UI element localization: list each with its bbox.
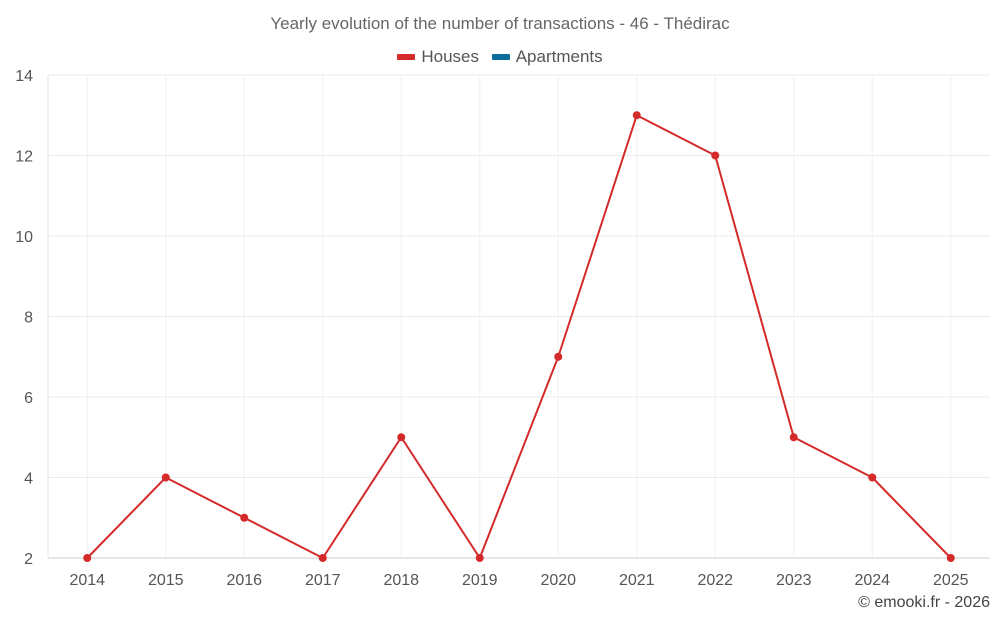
data-point-houses <box>554 352 563 361</box>
data-point-houses <box>789 433 798 442</box>
legend-swatch-apartments <box>491 54 510 60</box>
data-point-houses <box>632 111 641 120</box>
y-tick-label: 12 <box>15 149 33 166</box>
x-tick-label: 2017 <box>305 572 341 589</box>
data-point-houses <box>475 554 484 562</box>
x-tick-label: 2018 <box>383 572 419 589</box>
x-tick-label: 2014 <box>69 572 105 589</box>
legend-swatch-houses <box>397 54 416 60</box>
x-tick-label: 2024 <box>854 572 890 589</box>
y-tick-label: 10 <box>15 229 33 246</box>
y-tick-label: 4 <box>24 471 33 488</box>
data-point-houses <box>83 554 92 562</box>
legend-label-apartments: Apartments <box>515 47 603 66</box>
data-point-houses <box>711 151 720 160</box>
legend-item-houses[interactable]: Houses <box>397 47 479 67</box>
y-tick-label: 8 <box>24 310 33 327</box>
x-tick-label: 2015 <box>148 572 184 589</box>
legend: Houses Apartments <box>0 45 1000 67</box>
data-point-houses <box>318 554 327 562</box>
chart-title: Yearly evolution of the number of transa… <box>270 14 730 33</box>
y-tick-label: 2 <box>24 551 33 568</box>
y-tick-label: 14 <box>15 68 33 85</box>
x-tick-label: 2023 <box>776 572 812 589</box>
legend-label-houses: Houses <box>421 47 479 66</box>
x-tick-label: 2022 <box>697 572 733 589</box>
data-point-houses <box>868 473 877 482</box>
data-point-houses <box>397 433 406 442</box>
legend-item-apartments[interactable]: Apartments <box>491 47 603 67</box>
data-point-houses <box>946 554 955 562</box>
y-tick-label: 6 <box>24 390 33 407</box>
data-point-houses <box>161 473 170 482</box>
data-point-houses <box>240 513 249 522</box>
credit-text: © emooki.fr - 2026 <box>858 594 990 611</box>
x-tick-label: 2021 <box>619 572 655 589</box>
x-tick-label: 2025 <box>933 572 969 589</box>
series-line-houses <box>86 114 952 559</box>
x-tick-label: 2020 <box>540 572 576 589</box>
x-tick-label: 2019 <box>462 572 498 589</box>
x-tick-label: 2016 <box>226 572 262 589</box>
